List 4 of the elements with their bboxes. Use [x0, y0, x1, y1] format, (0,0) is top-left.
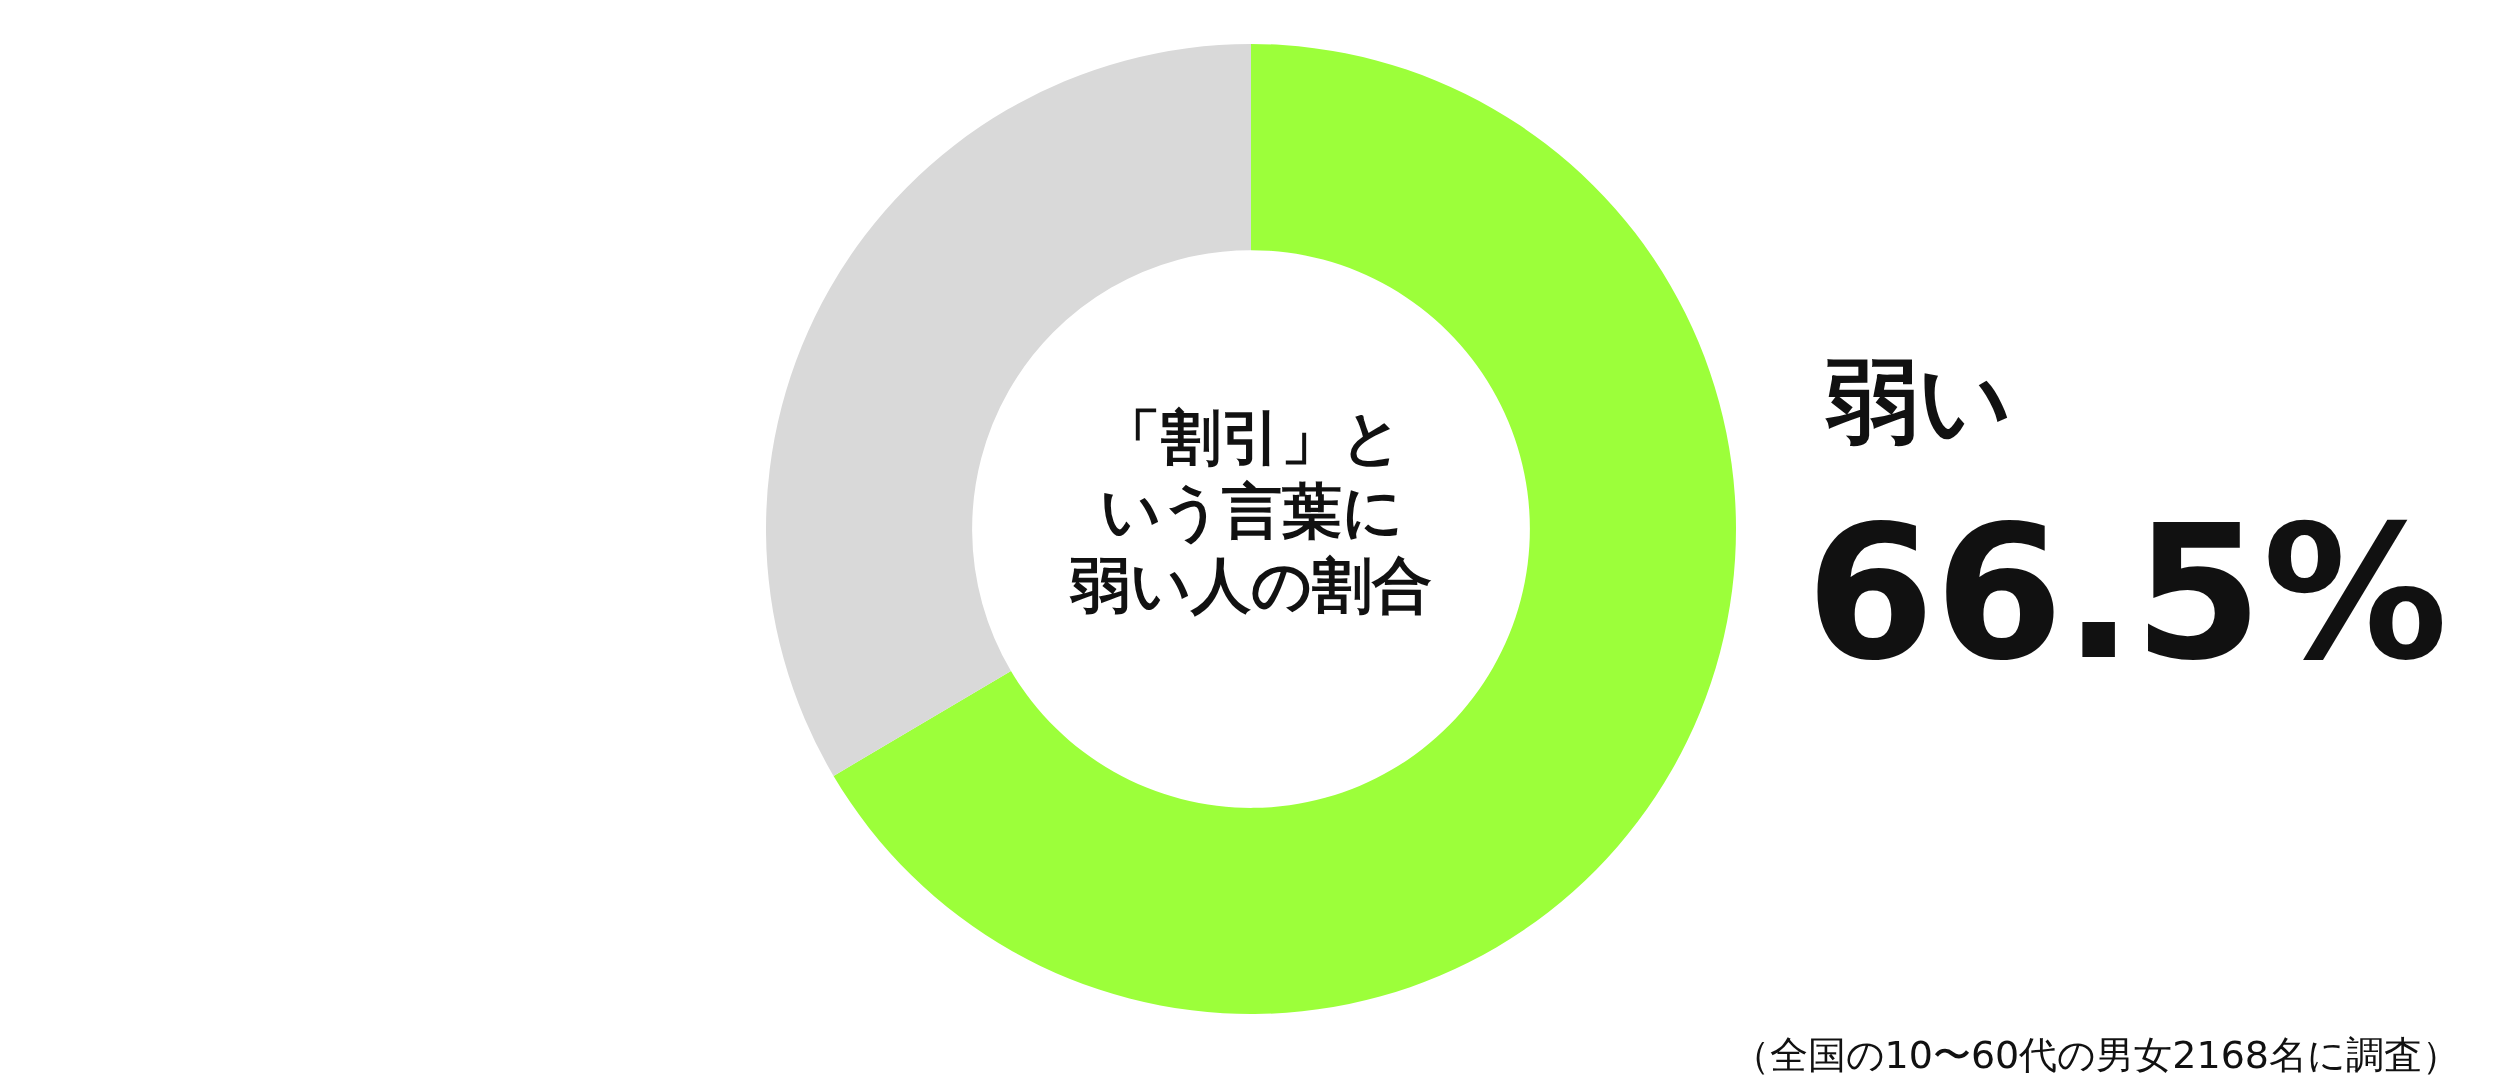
slice-label: 弱い — [1825, 347, 2012, 455]
data-label: 66.5% — [1806, 485, 2448, 702]
text: 「割引」という言葉に弱い人の割合 — [1068, 401, 1433, 622]
text: （全国の10〜60代の男女2168名に調査） — [1731, 1032, 2460, 1079]
